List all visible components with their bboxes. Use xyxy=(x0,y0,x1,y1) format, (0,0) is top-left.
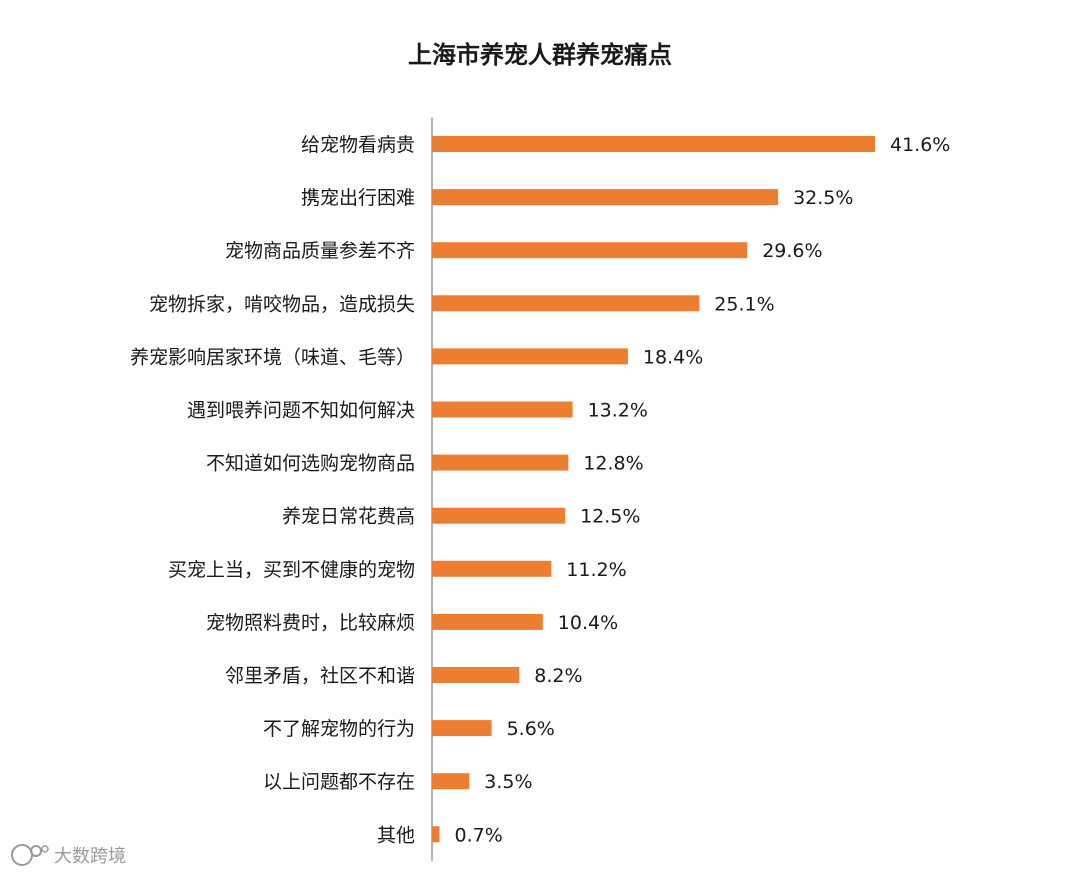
value-label: 10.4% xyxy=(558,612,618,634)
category-label: 携宠出行困难 xyxy=(301,187,415,209)
value-label: 13.2% xyxy=(588,400,648,422)
plot-area: 给宠物看病贵 41.6% 携宠出行困难 32.5% 宠物商品质量参差不齐 29.6% 宠物拆… xyxy=(130,117,950,861)
category-label: 遇到喂养问题不知如何解决 xyxy=(187,400,415,422)
value-label: 29.6% xyxy=(762,240,822,262)
category-label: 不了解宠物的行为 xyxy=(263,718,415,740)
category-label: 养宠影响居家环境（味道、毛等） xyxy=(130,346,415,368)
bar xyxy=(432,136,875,152)
bar xyxy=(432,826,440,843)
bar xyxy=(432,560,552,577)
category-label: 邻里矛盾，社区不和谐 xyxy=(225,665,415,687)
category-label: 宠物拆家，啃咬物品，造成损失 xyxy=(149,293,415,315)
bar xyxy=(432,189,779,206)
category-label: 其他 xyxy=(377,824,415,846)
bar xyxy=(432,295,700,312)
value-label: 25.1% xyxy=(714,293,774,315)
value-label: 5.6% xyxy=(507,718,555,740)
category-label: 养宠日常花费高 xyxy=(282,506,415,528)
category-label: 不知道如何选购宠物商品 xyxy=(206,453,415,475)
bar xyxy=(432,720,492,737)
chart-title: 上海市养宠人群养宠痛点 xyxy=(408,41,672,69)
bar xyxy=(432,507,566,524)
value-label: 11.2% xyxy=(566,559,626,581)
category-label: 买宠上当，买到不健康的宠物 xyxy=(168,559,415,581)
bar xyxy=(432,242,748,259)
category-label: 宠物照料费时，比较麻烦 xyxy=(206,612,415,634)
bar xyxy=(432,401,573,418)
value-label: 8.2% xyxy=(534,665,582,687)
category-label: 宠物商品质量参差不齐 xyxy=(225,240,415,262)
value-label: 12.8% xyxy=(583,453,643,475)
weibo-style-logo-icon xyxy=(11,844,49,866)
footer: 大数跨境 xyxy=(11,844,126,867)
footer-text: 大数跨境 xyxy=(54,846,126,867)
bar xyxy=(432,773,470,790)
value-label: 32.5% xyxy=(793,187,853,209)
bar xyxy=(432,613,543,630)
bar xyxy=(432,667,520,683)
value-label: 3.5% xyxy=(484,771,532,793)
value-label: 0.7% xyxy=(455,824,503,846)
category-label: 给宠物看病贵 xyxy=(301,134,415,156)
value-label: 41.6% xyxy=(890,134,950,156)
category-label: 以上问题都不存在 xyxy=(263,771,415,793)
value-label: 12.5% xyxy=(580,506,640,528)
bar xyxy=(432,348,628,365)
bar xyxy=(432,454,569,471)
value-label: 18.4% xyxy=(643,346,703,368)
